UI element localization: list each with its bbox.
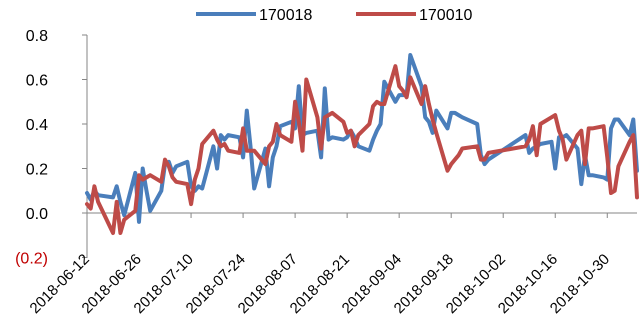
y-tick-label: 0.4 <box>26 117 48 134</box>
y-tick-label: 0.8 <box>26 28 48 45</box>
legend-label-170018: 170018 <box>259 7 312 24</box>
legend: 170018 170010 <box>196 7 472 24</box>
y-tick-label: 0.0 <box>26 206 48 223</box>
y-tick-label: 0.6 <box>26 73 48 90</box>
series-line-170010 <box>85 64 639 235</box>
legend-label-170010: 170010 <box>419 7 472 24</box>
series-lines <box>85 53 639 235</box>
series-line-170018 <box>85 53 639 224</box>
plot-area: (0.2)0.00.20.40.60.8 2018-06-122018-06-2… <box>15 28 639 317</box>
y-axis-ticks: (0.2) 0.0 0.2 0.4 0.6 0.8 <box>15 28 87 268</box>
y-tick-label: 0.2 <box>26 162 48 179</box>
y-tick-label: (0.2) <box>15 251 48 268</box>
